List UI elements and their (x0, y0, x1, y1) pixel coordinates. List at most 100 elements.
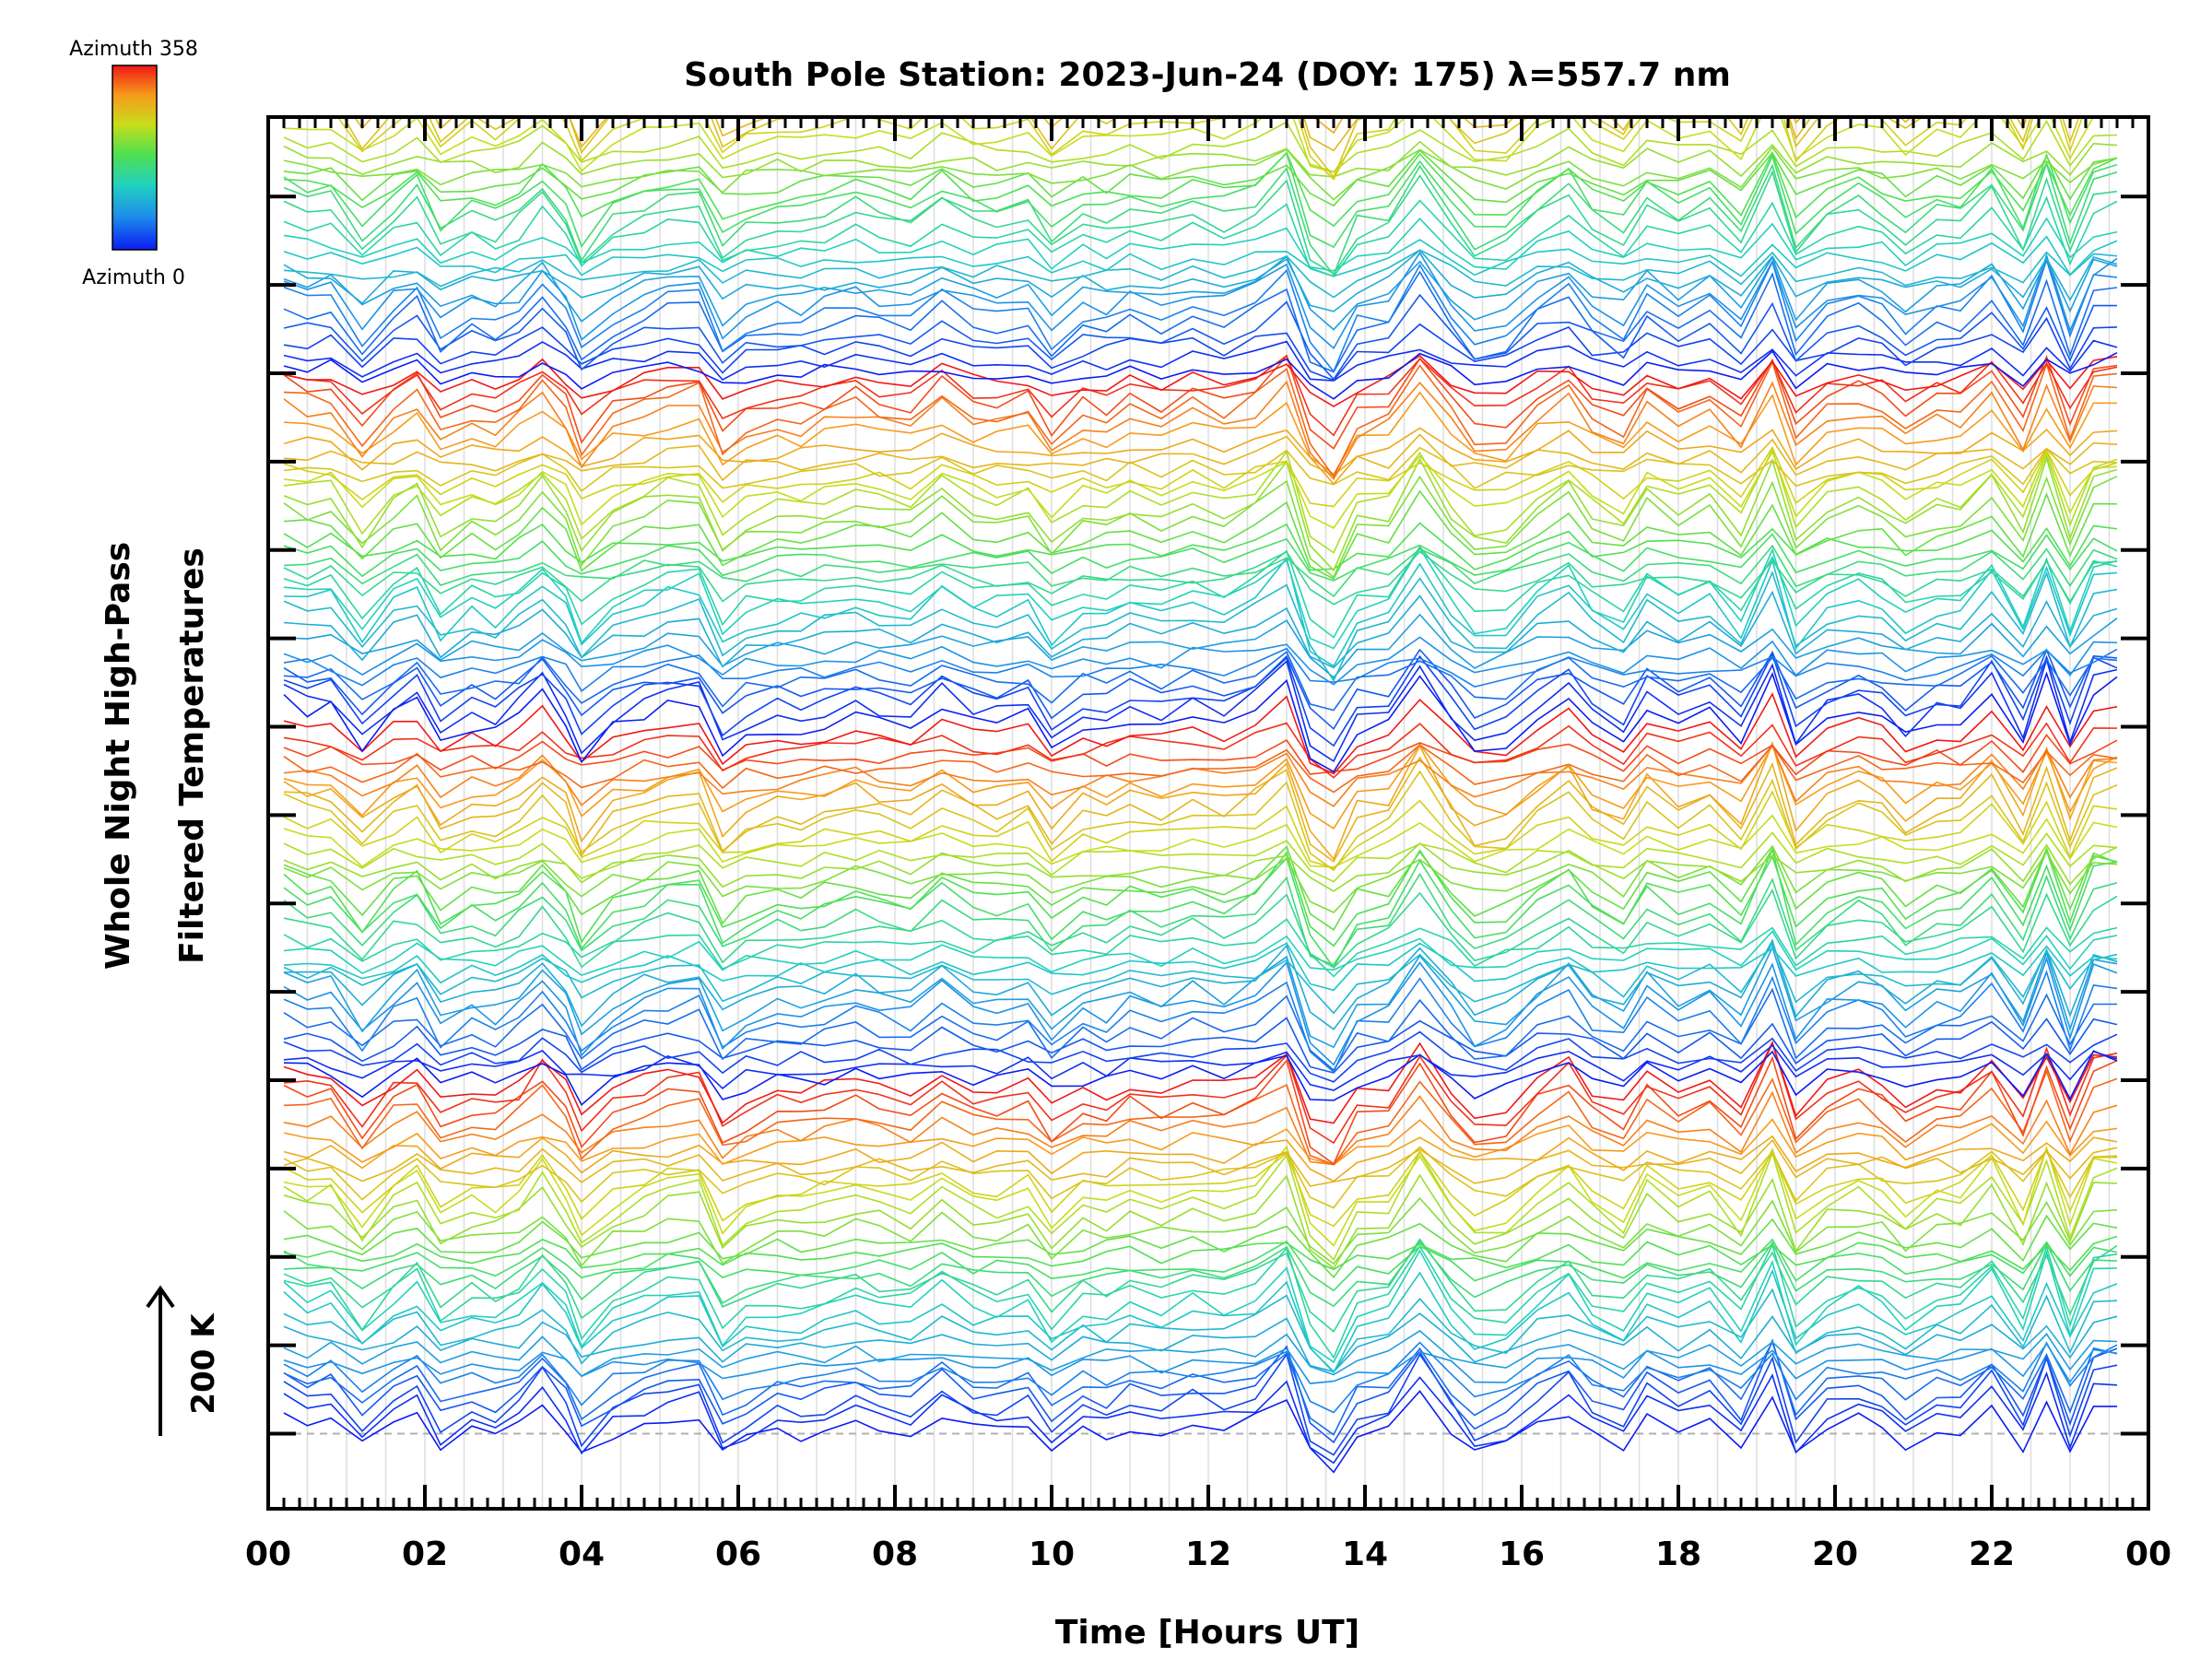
series-line (283, 1138, 2118, 1187)
series-line (283, 1238, 2118, 1292)
series-line (283, 547, 2118, 650)
series-line (283, 734, 2118, 776)
series-line (283, 743, 2118, 830)
series-line (283, 140, 2118, 179)
series-line (283, 1268, 2118, 1374)
series-line (283, 1118, 2118, 1166)
series-line (283, 744, 2118, 794)
series-line (283, 1145, 2118, 1247)
series-line (283, 151, 2118, 228)
series-line (283, 814, 2118, 868)
x-tick-label: 22 (1969, 1535, 2015, 1573)
series-line (283, 1040, 2118, 1124)
series-line (283, 872, 2118, 966)
series-line (283, 359, 2118, 478)
colorbar-top-label: Azimuth 358 (69, 38, 198, 61)
series-line (283, 146, 2118, 201)
series-line (283, 1341, 2118, 1414)
series-line (283, 1340, 2118, 1436)
y-axis-label-line2: Filtered Temperatures (173, 547, 211, 964)
series-line (283, 636, 2118, 686)
series-line (283, 845, 2118, 931)
series-line (283, 522, 2118, 571)
series-line (283, 831, 2118, 883)
series-line (283, 1196, 2118, 1267)
series-line (283, 844, 2118, 913)
series-line (283, 544, 2118, 598)
series-line (283, 1288, 2118, 1373)
series-line (283, 590, 2118, 669)
series-line (283, 1090, 2118, 1166)
series-line (283, 249, 2118, 312)
series-line (283, 756, 2118, 863)
series-line (283, 1030, 2118, 1083)
series-line (283, 339, 2118, 382)
series-line (283, 316, 2118, 382)
series-line (283, 847, 2118, 970)
x-tick-label: 08 (872, 1535, 918, 1573)
series-line (283, 938, 2118, 1030)
x-tick-label: 04 (559, 1535, 605, 1573)
series-line (283, 447, 2118, 554)
plot-frame (266, 115, 2150, 1511)
series-line (283, 1146, 2118, 1209)
colorbar: Azimuth 358 Azimuth 0 (69, 38, 198, 289)
series-line (283, 790, 2118, 869)
series-line (283, 117, 2095, 173)
series-line (283, 149, 2118, 207)
series-line (283, 1238, 2118, 1334)
series-line (283, 270, 2118, 373)
scale-label: 200 K (185, 1312, 222, 1415)
series-line (283, 970, 2118, 1074)
series-line (283, 740, 2118, 861)
x-tick-labels: 00 02 04 06 08 10 12 14 16 18 20 22 00 (245, 1535, 2171, 1573)
series-line (283, 1068, 2118, 1166)
series-line (283, 1242, 2118, 1359)
series-line (283, 1329, 2118, 1377)
series-line (283, 354, 2118, 407)
x-tick-label: 16 (1499, 1535, 1545, 1573)
x-tick-label: 00 (2125, 1535, 2171, 1573)
series-line (283, 770, 2118, 872)
series-line (283, 722, 2118, 779)
scale-arrowhead (146, 1285, 175, 1309)
x-tick-label: 20 (1812, 1535, 1858, 1573)
series-line (283, 446, 2118, 492)
series-line (283, 930, 2118, 976)
series-line (283, 1041, 2118, 1145)
series-line (283, 1390, 2117, 1474)
series-line (283, 455, 2118, 572)
x-tick-label: 14 (1342, 1535, 1388, 1573)
scale-indicator: 200 K (146, 1285, 222, 1436)
series-line (283, 195, 2118, 277)
x-tick-label: 02 (402, 1535, 448, 1573)
series-line (283, 475, 2118, 579)
series-line (283, 489, 2118, 581)
series-line (283, 217, 2118, 272)
series-line (283, 448, 2118, 530)
series-line (283, 1147, 2118, 1228)
series-line (283, 1055, 2118, 1166)
x-axis-title: Time [Hours UT] (1055, 1614, 1359, 1652)
series-line (283, 380, 2118, 481)
series-line (283, 651, 2118, 712)
series-line (283, 545, 2118, 639)
series-line (283, 570, 2118, 682)
series-line (283, 354, 2118, 437)
series-line (283, 1371, 2118, 1465)
x-tick-label: 00 (245, 1535, 291, 1573)
series-line (283, 1249, 2118, 1364)
series-line (283, 1235, 2118, 1272)
series-line (283, 942, 2118, 992)
series-line (283, 1173, 2118, 1270)
series-line (283, 533, 2118, 582)
series-line (283, 257, 2118, 373)
series-line (283, 445, 2118, 508)
series-line (283, 918, 2118, 978)
series-line (283, 942, 2118, 1015)
series-line (283, 945, 2118, 1049)
series-line (283, 1050, 2118, 1106)
series-line (283, 692, 2118, 775)
y-axis-label-line1: Whole Night High-Pass (100, 542, 137, 970)
